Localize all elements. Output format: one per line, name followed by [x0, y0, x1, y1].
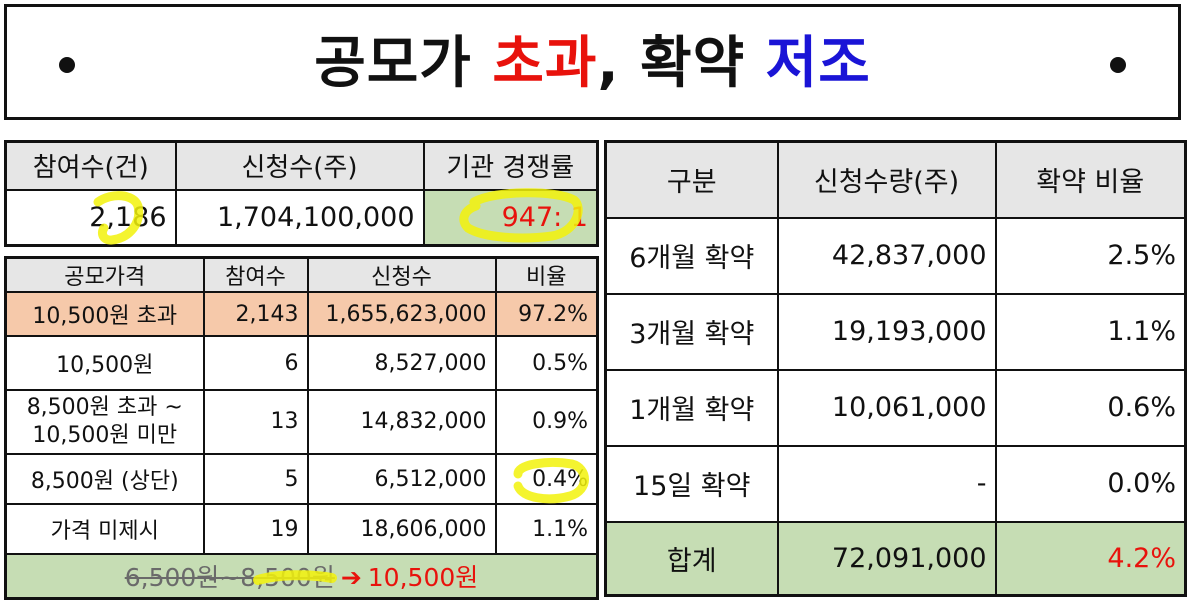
price-shares: 6,512,000	[306, 453, 497, 505]
table-row: 8,500원 (상단) 5 6,512,000 0.4%	[4, 453, 599, 505]
title-box: 공모가 초과, 확약 저조	[4, 4, 1181, 120]
lockup-total-row: 합계 72,091,000 4.2%	[604, 520, 1187, 597]
price-count: 5	[202, 453, 309, 505]
old-price-range: 6,500원~8,500원	[124, 562, 335, 592]
lockup-label: 15일 확약	[604, 444, 779, 523]
price-count: 6	[202, 335, 309, 391]
lockup-ratio: 0.6%	[994, 368, 1187, 447]
price-label: 10,500원	[4, 335, 205, 391]
table-row: 10,500원 6 8,527,000 0.5%	[4, 335, 599, 391]
header-competition: 기관 경쟁률	[422, 140, 599, 191]
table-row: 10,500원 초과 2,143 1,655,623,000 97.2%	[4, 291, 599, 337]
title-part-exceed: 초과	[492, 31, 598, 96]
price-header-row: 공모가격 참여수 신청수 비율	[4, 256, 599, 293]
table-row: 가격 미제시 19 18,606,000 1.1%	[4, 503, 599, 555]
bullet-dot-right	[1110, 57, 1126, 73]
summary-header-row: 참여수(건) 신청수(주) 기관 경쟁률	[4, 140, 599, 191]
lockup-header-row: 구분 신청수량(주) 확약 비율	[604, 140, 1187, 219]
price-ratio: 97.2%	[494, 291, 599, 337]
header-lockup-ratio: 확약 비율	[994, 140, 1187, 219]
value-participants: 2,186	[4, 188, 177, 247]
table-row: 6개월 확약 42,837,000 2.5%	[604, 216, 1187, 295]
arrow-right-icon: ➔	[340, 562, 362, 592]
header-participants: 참여수(건)	[4, 140, 177, 191]
price-label: 10,500원 초과	[4, 291, 205, 337]
lockup-label: 1개월 확약	[604, 368, 779, 447]
lockup-shares: 10,061,000	[776, 368, 997, 447]
header-lockup-shares: 신청수량(주)	[776, 140, 997, 219]
table-row: 3개월 확약 19,193,000 1.1%	[604, 292, 1187, 371]
header-applications: 신청수(주)	[174, 140, 425, 191]
lockup-ratio: 1.1%	[994, 292, 1187, 371]
header-count: 참여수	[202, 256, 309, 293]
lockup-shares: 42,837,000	[776, 216, 997, 295]
lockup-ratio: 2.5%	[994, 216, 1187, 295]
table-row: 1개월 확약 10,061,000 0.6%	[604, 368, 1187, 447]
lockup-total-shares: 72,091,000	[776, 520, 997, 597]
price-change-note: 6,500원~8,500원 ➔ 10,500원	[4, 553, 599, 599]
price-shares: 1,655,623,000	[306, 291, 497, 337]
lockup-total-ratio: 4.2%	[994, 520, 1187, 597]
lockup-shares: -	[776, 444, 997, 523]
lockup-shares: 19,193,000	[776, 292, 997, 371]
summary-value-row: 2,186 1,704,100,000 947: 1	[4, 188, 599, 247]
header-shares: 신청수	[306, 256, 497, 293]
price-ratio: 0.4%	[494, 453, 599, 505]
header-category: 구분	[604, 140, 779, 219]
title-part-3: , 확약	[597, 31, 766, 96]
header-ratio: 비율	[494, 256, 599, 293]
title-part-low: 저조	[765, 31, 871, 96]
lockup-total-label: 합계	[604, 520, 779, 597]
table-row: 8,500원 초과 ~ 10,500원 미만 13 14,832,000 0.9…	[4, 389, 599, 455]
header-price: 공모가격	[4, 256, 205, 293]
price-footer-row: 6,500원~8,500원 ➔ 10,500원	[4, 553, 599, 599]
new-price: 10,500원	[367, 562, 479, 592]
price-shares: 18,606,000	[306, 503, 497, 555]
value-applications: 1,704,100,000	[174, 188, 425, 247]
title-part-1: 공모가	[314, 31, 493, 96]
price-label: 8,500원 초과 ~ 10,500원 미만	[4, 389, 205, 455]
lockup-label: 3개월 확약	[604, 292, 779, 371]
price-label: 8,500원 (상단)	[4, 453, 205, 505]
table-row: 15일 확약 - 0.0%	[604, 444, 1187, 523]
price-count: 19	[202, 503, 309, 555]
lockup-label: 6개월 확약	[604, 216, 779, 295]
price-shares: 8,527,000	[306, 335, 497, 391]
lockup-table: 구분 신청수량(주) 확약 비율 6개월 확약 42,837,000 2.5% …	[604, 140, 1187, 597]
price-count: 2,143	[202, 291, 309, 337]
summary-table: 참여수(건) 신청수(주) 기관 경쟁률 2,186 1,704,100,000…	[4, 140, 599, 247]
price-ratio: 0.9%	[494, 389, 599, 455]
bullet-dot-left	[59, 57, 75, 73]
price-count: 13	[202, 389, 309, 455]
page-title: 공모가 초과, 확약 저조	[7, 29, 1178, 99]
value-competition: 947: 1	[422, 188, 599, 247]
price-shares: 14,832,000	[306, 389, 497, 455]
price-ratio: 0.5%	[494, 335, 599, 391]
price-label: 가격 미제시	[4, 503, 205, 555]
price-ratio: 1.1%	[494, 503, 599, 555]
price-distribution-table: 공모가격 참여수 신청수 비율 10,500원 초과 2,143 1,655,6…	[4, 256, 599, 600]
lockup-ratio: 0.0%	[994, 444, 1187, 523]
